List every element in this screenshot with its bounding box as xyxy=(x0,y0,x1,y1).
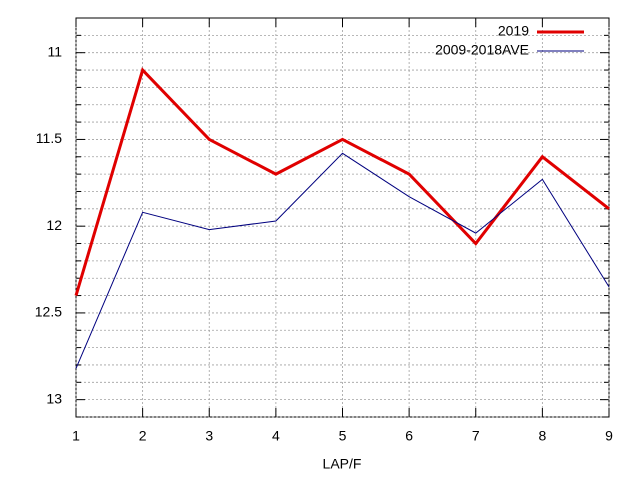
series-line xyxy=(74,67,610,296)
y-tick-label: 11 xyxy=(47,43,62,59)
y-tick-label: 12 xyxy=(46,217,62,233)
x-tick-label: 7 xyxy=(472,428,480,444)
x-tick-label: 9 xyxy=(605,428,613,444)
series-line xyxy=(75,152,610,369)
y-tick-label: 11.5 xyxy=(36,130,62,146)
plot-frame xyxy=(75,17,610,418)
x-tick-label: 4 xyxy=(272,428,280,444)
x-axis-label: LAP/F xyxy=(323,456,362,472)
x-tick-label: 3 xyxy=(205,428,213,444)
x-tick-label: 6 xyxy=(405,428,413,444)
x-tick-label: 1 xyxy=(72,428,80,444)
y-tick-label: 12.5 xyxy=(35,304,62,320)
y-tick-label: 13 xyxy=(46,390,62,406)
legend-label: 2009-2018AVE xyxy=(435,42,529,58)
x-tick-label: 5 xyxy=(339,428,347,444)
x-tick-label: 2 xyxy=(139,428,147,444)
legend-label: 2019 xyxy=(498,23,529,39)
x-tick-label: 8 xyxy=(538,428,546,444)
